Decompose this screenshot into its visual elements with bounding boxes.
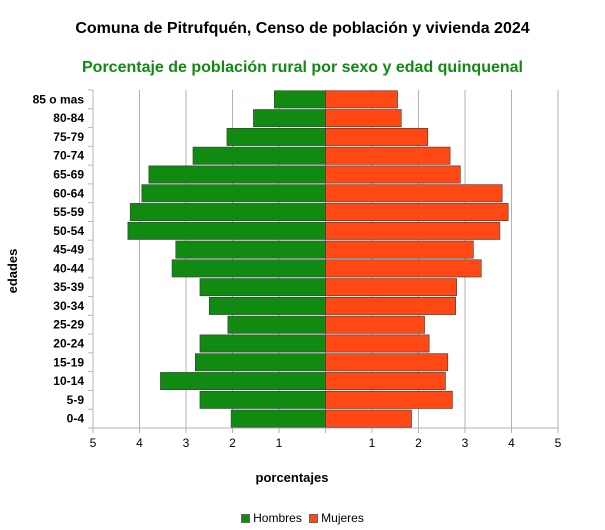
bar-hombres-30-34 — [208, 297, 326, 315]
y-tick-label: 40-44 — [53, 261, 84, 275]
tick-labels: 5 4 3 2 1 1 2 3 4 5 85 o mas 80-84 75-79 70-74 65-69 60… — [33, 92, 562, 450]
bar-mujeres-10-14 — [325, 372, 446, 390]
bar-hombres-20-24 — [199, 334, 326, 353]
bar-hombres-25-29 — [227, 315, 326, 334]
x-tick-label: 5 — [90, 436, 97, 450]
y-tick-label: 25-29 — [53, 318, 84, 332]
legend-item-hombres: Hombres — [241, 511, 302, 525]
bar-hombres-80-84 — [253, 109, 326, 128]
x-tick-label: 1 — [369, 436, 376, 450]
population-pyramid-chart: 5 4 3 2 1 1 2 3 4 5 85 o mas 80-84 75-79 70-74 65-69 60… — [5, 89, 562, 485]
bars — [127, 90, 509, 428]
x-tick-label: 2 — [415, 436, 422, 450]
bar-hombres-75-79 — [226, 128, 326, 146]
y-tick-label: 70-74 — [53, 149, 84, 163]
legend: Hombres Mujeres — [0, 511, 605, 526]
bar-mujeres-60-64 — [325, 184, 503, 203]
bar-hombres-35-39 — [199, 278, 326, 297]
bar-mujeres-20-24 — [325, 334, 430, 353]
bar-hombres-50-54 — [127, 221, 326, 240]
gridlines — [92, 90, 559, 428]
y-tick-label: 5-9 — [67, 393, 85, 407]
x-tick-label: 3 — [462, 436, 469, 450]
y-tick-label: 50-54 — [53, 224, 84, 238]
bar-mujeres-5-9 — [325, 390, 453, 409]
legend-swatch-hombres — [241, 513, 251, 523]
x-tick-label: 5 — [555, 436, 562, 450]
bar-mujeres-50-54 — [325, 221, 501, 240]
bar-mujeres-30-34 — [325, 297, 456, 315]
bar-mujeres-0-4 — [325, 409, 412, 428]
y-tick-label: 15-19 — [53, 355, 84, 369]
y-tick-label: 0-4 — [67, 412, 85, 426]
chart-subtitle: Porcentaje de población rural por sexo y… — [82, 59, 523, 76]
bar-mujeres-55-59 — [325, 203, 509, 221]
y-tick-label: 65-69 — [53, 168, 84, 182]
bar-hombres-85 o mas — [274, 90, 326, 109]
y-tick-label: 60-64 — [53, 186, 84, 200]
bar-hombres-70-74 — [192, 146, 326, 165]
y-tick-label: 35-39 — [53, 280, 84, 294]
y-tick-label: 45-49 — [53, 243, 84, 257]
x-axis-label: porcentajes — [256, 470, 329, 485]
bar-hombres-60-64 — [141, 184, 326, 203]
y-tick-label: 55-59 — [53, 205, 84, 219]
x-tick-label: 4 — [508, 436, 515, 450]
axes — [88, 89, 559, 433]
bar-mujeres-25-29 — [325, 315, 425, 334]
bar-hombres-65-69 — [148, 165, 326, 184]
bar-mujeres-40-44 — [325, 259, 482, 278]
bar-mujeres-35-39 — [325, 278, 457, 297]
bar-hombres-40-44 — [171, 259, 326, 278]
chart-title: Comuna de Pitrufquén, Censo de población… — [75, 20, 530, 37]
legend-item-mujeres: Mujeres — [309, 511, 364, 525]
bar-hombres-5-9 — [199, 390, 326, 409]
legend-label-hombres: Hombres — [253, 511, 302, 525]
x-tick-label: 3 — [183, 436, 190, 450]
bar-mujeres-65-69 — [325, 165, 461, 184]
bar-mujeres-75-79 — [325, 128, 429, 146]
legend-label-mujeres: Mujeres — [321, 511, 364, 525]
bar-mujeres-80-84 — [325, 109, 402, 128]
y-axis-label: edades — [5, 249, 20, 294]
bar-mujeres-15-19 — [325, 353, 449, 372]
bar-mujeres-70-74 — [325, 146, 451, 165]
bar-hombres-55-59 — [129, 203, 326, 221]
y-tick-label: 30-34 — [53, 299, 84, 313]
bar-hombres-15-19 — [195, 353, 326, 372]
x-tick-label: 2 — [229, 436, 236, 450]
x-tick-label: 4 — [136, 436, 143, 450]
y-tick-label: 75-79 — [53, 130, 84, 144]
y-tick-label: 20-24 — [53, 337, 84, 351]
y-tick-label: 80-84 — [53, 111, 84, 125]
bar-hombres-0-4 — [230, 409, 326, 428]
bar-mujeres-85 o mas — [325, 90, 398, 109]
bar-mujeres-45-49 — [325, 240, 474, 259]
bar-hombres-10-14 — [160, 372, 326, 390]
y-tick-label: 85 o mas — [33, 92, 85, 106]
x-tick-label: 1 — [276, 436, 283, 450]
bar-hombres-45-49 — [175, 240, 326, 259]
legend-swatch-mujeres — [309, 513, 319, 523]
y-tick-label: 10-14 — [53, 374, 84, 388]
